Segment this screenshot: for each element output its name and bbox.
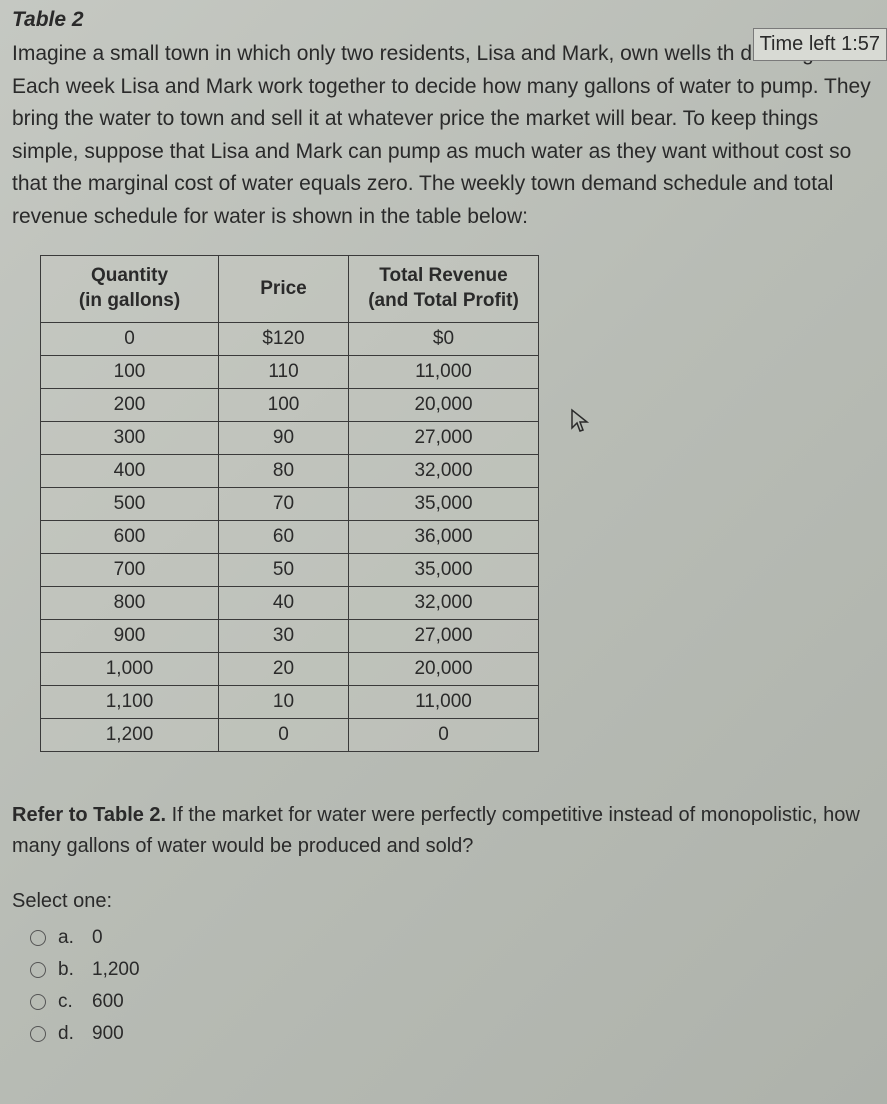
cell-price: 100 bbox=[219, 388, 349, 421]
cell-quantity: 1,200 bbox=[41, 718, 219, 751]
option-value: 0 bbox=[92, 927, 103, 949]
cell-revenue: 27,000 bbox=[349, 421, 539, 454]
table-row: 10011011,000 bbox=[41, 355, 539, 388]
cell-price: 0 bbox=[219, 718, 349, 751]
option-letter: b. bbox=[58, 959, 80, 981]
cell-quantity: 300 bbox=[41, 421, 219, 454]
radio-icon[interactable] bbox=[30, 962, 46, 978]
table-row: 1,20000 bbox=[41, 718, 539, 751]
cell-quantity: 600 bbox=[41, 520, 219, 553]
select-one-label: Select one: bbox=[12, 890, 879, 913]
table-row: 1,0002020,000 bbox=[41, 652, 539, 685]
cell-quantity: 700 bbox=[41, 553, 219, 586]
option-value: 1,200 bbox=[92, 959, 140, 981]
cell-revenue: 35,000 bbox=[349, 487, 539, 520]
option-c[interactable]: c. 600 bbox=[30, 991, 879, 1013]
cell-revenue: $0 bbox=[349, 322, 539, 355]
cell-revenue: 20,000 bbox=[349, 652, 539, 685]
cell-revenue: 11,000 bbox=[349, 685, 539, 718]
cell-price: 70 bbox=[219, 487, 349, 520]
cell-quantity: 200 bbox=[41, 388, 219, 421]
cell-price: 60 bbox=[219, 520, 349, 553]
header-price: Price bbox=[219, 256, 349, 322]
cell-revenue: 35,000 bbox=[349, 553, 539, 586]
table-row: 1,1001011,000 bbox=[41, 685, 539, 718]
table-row: 4008032,000 bbox=[41, 454, 539, 487]
option-a[interactable]: a. 0 bbox=[30, 927, 879, 949]
header-quantity-l1: Quantity bbox=[91, 265, 168, 286]
table-row: 5007035,000 bbox=[41, 487, 539, 520]
cell-quantity: 100 bbox=[41, 355, 219, 388]
header-revenue-l1: Total Revenue bbox=[379, 265, 507, 286]
options-group: a. 0 b. 1,200 c. 600 d. 900 bbox=[12, 927, 879, 1045]
table-title: Table 2 bbox=[12, 8, 879, 32]
option-b[interactable]: b. 1,200 bbox=[30, 959, 879, 981]
cell-price: 20 bbox=[219, 652, 349, 685]
question-text: Refer to Table 2. If the market for wate… bbox=[12, 800, 879, 862]
cursor-icon bbox=[570, 408, 590, 440]
cell-price: $120 bbox=[219, 322, 349, 355]
option-d[interactable]: d. 900 bbox=[30, 1023, 879, 1045]
table-row: 8004032,000 bbox=[41, 586, 539, 619]
data-table: Quantity (in gallons) Price Total Revenu… bbox=[40, 255, 539, 751]
option-letter: c. bbox=[58, 991, 80, 1013]
header-revenue-l2: (and Total Profit) bbox=[368, 290, 519, 311]
header-quantity: Quantity (in gallons) bbox=[41, 256, 219, 322]
table-row: 3009027,000 bbox=[41, 421, 539, 454]
cell-revenue: 36,000 bbox=[349, 520, 539, 553]
cell-price: 90 bbox=[219, 421, 349, 454]
cell-quantity: 400 bbox=[41, 454, 219, 487]
cell-revenue: 20,000 bbox=[349, 388, 539, 421]
option-value: 600 bbox=[92, 991, 124, 1013]
cell-quantity: 1,100 bbox=[41, 685, 219, 718]
time-left-box: Time left 1:57 bbox=[753, 28, 887, 61]
table-row: 7005035,000 bbox=[41, 553, 539, 586]
cell-price: 30 bbox=[219, 619, 349, 652]
table-row: 9003027,000 bbox=[41, 619, 539, 652]
table-row: 6006036,000 bbox=[41, 520, 539, 553]
cell-price: 40 bbox=[219, 586, 349, 619]
option-letter: a. bbox=[58, 927, 80, 949]
option-letter: d. bbox=[58, 1023, 80, 1045]
header-revenue: Total Revenue (and Total Profit) bbox=[349, 256, 539, 322]
table-body: 0$120$0 10011011,000 20010020,000 300902… bbox=[41, 322, 539, 751]
cell-price: 50 bbox=[219, 553, 349, 586]
cell-price: 80 bbox=[219, 454, 349, 487]
cell-revenue: 32,000 bbox=[349, 454, 539, 487]
cell-price: 110 bbox=[219, 355, 349, 388]
question-bold: Refer to Table 2. bbox=[12, 804, 166, 826]
cell-price: 10 bbox=[219, 685, 349, 718]
option-value: 900 bbox=[92, 1023, 124, 1045]
header-quantity-l2: (in gallons) bbox=[79, 290, 180, 311]
cell-revenue: 32,000 bbox=[349, 586, 539, 619]
cell-quantity: 0 bbox=[41, 322, 219, 355]
cell-revenue: 0 bbox=[349, 718, 539, 751]
radio-icon[interactable] bbox=[30, 930, 46, 946]
passage-text: Imagine a small town in which only two r… bbox=[12, 38, 879, 233]
cell-revenue: 27,000 bbox=[349, 619, 539, 652]
radio-icon[interactable] bbox=[30, 1026, 46, 1042]
cell-revenue: 11,000 bbox=[349, 355, 539, 388]
cell-quantity: 900 bbox=[41, 619, 219, 652]
radio-icon[interactable] bbox=[30, 994, 46, 1010]
table-row: 0$120$0 bbox=[41, 322, 539, 355]
cell-quantity: 1,000 bbox=[41, 652, 219, 685]
cell-quantity: 500 bbox=[41, 487, 219, 520]
table-row: 20010020,000 bbox=[41, 388, 539, 421]
cell-quantity: 800 bbox=[41, 586, 219, 619]
